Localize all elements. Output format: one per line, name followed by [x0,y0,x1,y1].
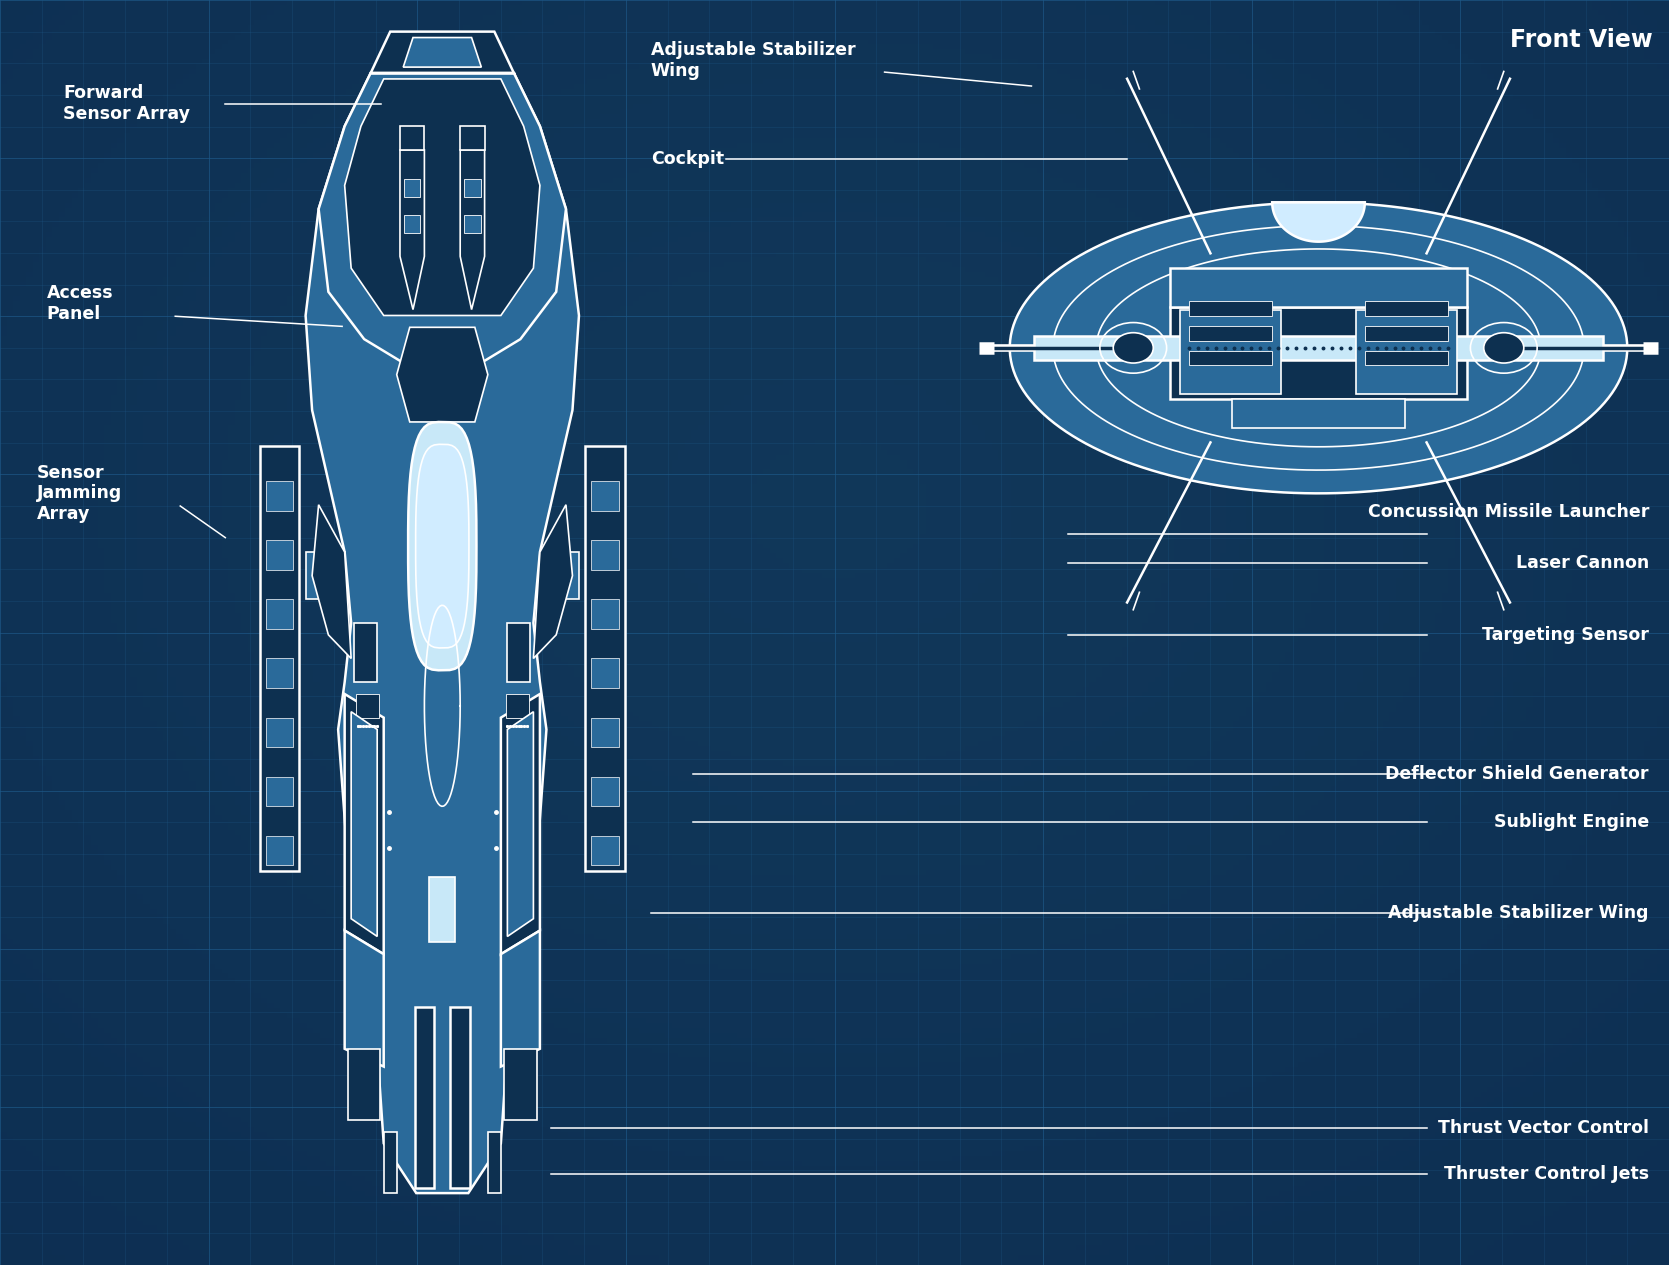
Polygon shape [1188,301,1272,316]
Polygon shape [265,836,294,865]
Polygon shape [265,659,294,688]
Polygon shape [1232,398,1405,428]
Polygon shape [345,931,384,1066]
Text: Adjustable Stabilizer Wing: Adjustable Stabilizer Wing [1389,904,1649,922]
Polygon shape [591,777,619,806]
Polygon shape [1365,301,1449,316]
Polygon shape [461,126,484,151]
Polygon shape [265,777,294,806]
Polygon shape [507,712,534,936]
Polygon shape [1365,350,1449,366]
Text: Laser Cannon: Laser Cannon [1515,554,1649,572]
Polygon shape [404,215,421,233]
Text: Thruster Control Jets: Thruster Control Jets [1444,1165,1649,1183]
Polygon shape [591,481,619,511]
Polygon shape [409,423,476,670]
Text: Forward
Sensor Array: Forward Sensor Array [63,85,190,123]
Polygon shape [1170,307,1467,398]
Polygon shape [312,505,350,659]
Polygon shape [1010,202,1627,493]
Text: Adjustable Stabilizer
Wing: Adjustable Stabilizer Wing [651,42,856,80]
Circle shape [1113,333,1153,363]
Polygon shape [429,878,456,942]
Polygon shape [591,717,619,748]
Polygon shape [371,32,514,73]
Polygon shape [1355,310,1457,395]
Polygon shape [347,1049,381,1120]
Polygon shape [414,1007,434,1188]
Polygon shape [591,600,619,629]
Polygon shape [501,931,539,1066]
Polygon shape [451,1007,471,1188]
Text: Access
Panel: Access Panel [47,285,113,323]
Polygon shape [534,505,572,659]
Polygon shape [345,694,384,954]
Polygon shape [354,624,377,682]
Polygon shape [265,540,294,569]
Polygon shape [265,600,294,629]
Polygon shape [404,38,481,67]
Text: Sublight Engine: Sublight Engine [1494,813,1649,831]
Polygon shape [591,836,619,865]
Polygon shape [397,328,487,423]
Polygon shape [404,180,421,197]
Polygon shape [487,1132,501,1193]
Polygon shape [501,694,539,954]
Polygon shape [384,1132,397,1193]
Polygon shape [355,694,379,717]
Polygon shape [591,659,619,688]
Polygon shape [401,151,424,310]
Polygon shape [504,1049,537,1120]
Polygon shape [416,444,469,648]
Polygon shape [260,445,299,872]
Polygon shape [464,180,481,197]
Text: Deflector Shield Generator: Deflector Shield Generator [1385,765,1649,783]
Polygon shape [1272,202,1365,242]
Polygon shape [305,552,345,600]
Polygon shape [345,78,539,315]
Text: Targeting Sensor: Targeting Sensor [1482,626,1649,644]
Polygon shape [1188,326,1272,340]
Polygon shape [265,717,294,748]
Polygon shape [464,215,481,233]
Polygon shape [305,73,579,1193]
Text: Sensor
Jamming
Array: Sensor Jamming Array [37,463,122,524]
Polygon shape [265,481,294,511]
Polygon shape [506,694,529,717]
Text: Cockpit: Cockpit [651,151,724,168]
Polygon shape [539,552,579,600]
Circle shape [1484,333,1524,363]
Polygon shape [1180,310,1282,395]
Polygon shape [319,73,566,363]
Polygon shape [461,151,484,310]
Polygon shape [350,712,377,936]
Text: Thrust Vector Control: Thrust Vector Control [1439,1120,1649,1137]
Polygon shape [586,445,624,872]
Text: Front View: Front View [1509,28,1652,52]
Polygon shape [1365,326,1449,340]
Polygon shape [507,624,531,682]
Polygon shape [1170,268,1467,307]
Polygon shape [401,126,424,151]
Polygon shape [1035,336,1602,359]
Polygon shape [591,540,619,569]
Polygon shape [1188,350,1272,366]
Text: Concussion Missile Launcher: Concussion Missile Launcher [1367,503,1649,521]
